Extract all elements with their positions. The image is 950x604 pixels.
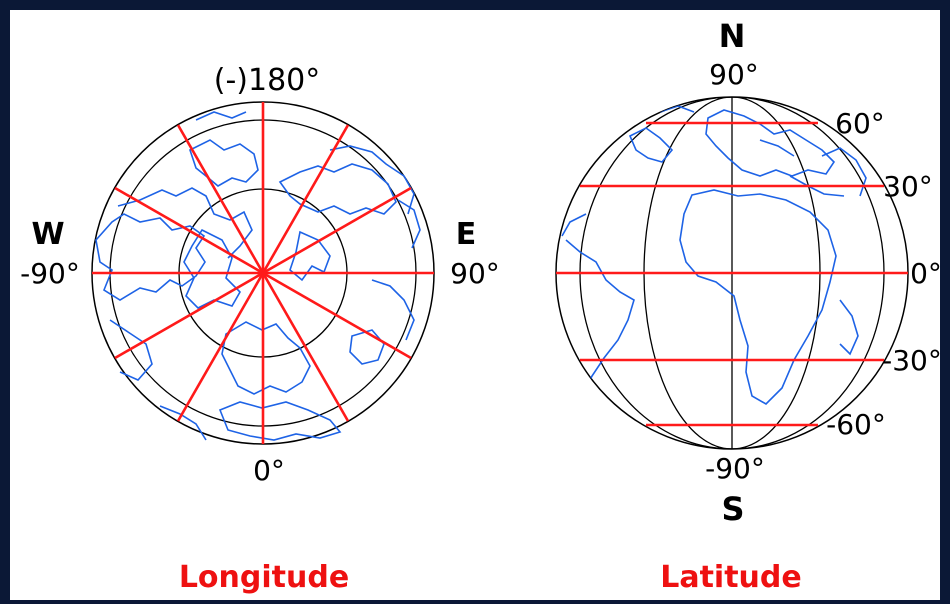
north-direction-label: N bbox=[719, 17, 746, 55]
latitude-minus-30-label: -30° bbox=[882, 344, 942, 377]
east-value-label: 90° bbox=[450, 257, 500, 290]
longitude-globe: (-)180° 0° W -90° E 90° Longitude bbox=[20, 63, 500, 595]
south-value-label: -90° bbox=[705, 452, 765, 485]
east-direction-label: E bbox=[456, 217, 477, 252]
latitude-globe: N 90° 60° 30° 0° -30° -60° -90° S Latitu… bbox=[555, 17, 942, 595]
latitude-title: Latitude bbox=[660, 560, 802, 595]
west-value-label: -90° bbox=[20, 257, 80, 290]
latitude-60-label: 60° bbox=[835, 107, 885, 140]
west-direction-label: W bbox=[31, 217, 64, 252]
north-value-label: 90° bbox=[709, 58, 759, 91]
parallel-lines bbox=[556, 121, 908, 427]
longitude-bottom-label: 0° bbox=[253, 454, 285, 487]
continent-outlines bbox=[95, 111, 421, 441]
latitude-30-label: 30° bbox=[883, 170, 933, 203]
latitude-0-label: 0° bbox=[910, 257, 942, 290]
meridian-lines bbox=[92, 102, 434, 444]
longitude-title: Longitude bbox=[179, 560, 349, 595]
south-direction-label: S bbox=[721, 490, 744, 528]
latitude-minus-60-label: -60° bbox=[826, 408, 886, 441]
longitude-top-label: (-)180° bbox=[214, 63, 321, 98]
meridian-120e-60w bbox=[114, 186, 412, 360]
